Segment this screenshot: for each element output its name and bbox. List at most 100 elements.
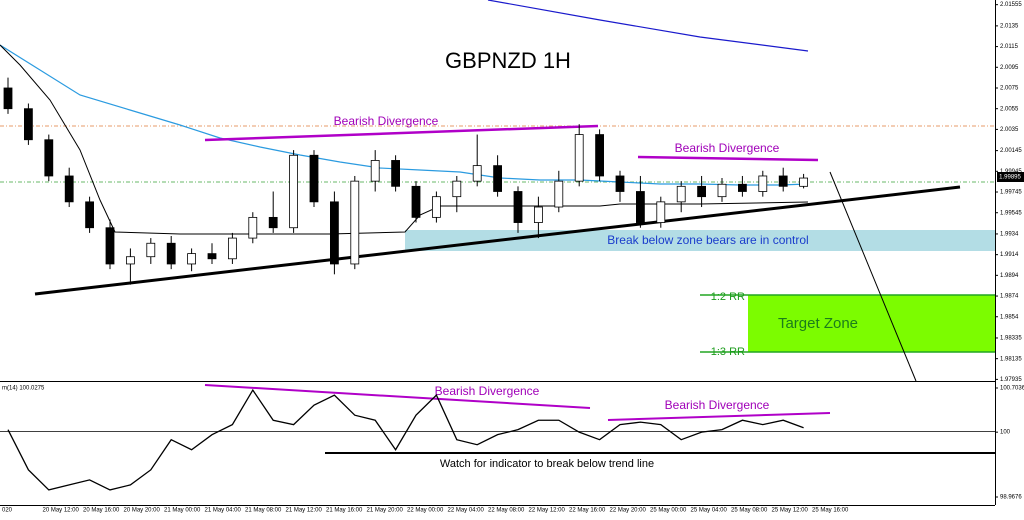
projection-line — [829, 171, 917, 382]
y-tick-label: 1.9894 — [1000, 273, 1019, 279]
y-tick-label: 2.0055 — [1000, 106, 1019, 112]
candle-body — [656, 201, 666, 223]
candle-body — [431, 196, 441, 218]
candle-body — [64, 175, 74, 203]
annotation: Watch for indicator to break below trend… — [440, 458, 654, 470]
annotation: 1:2 RR — [711, 291, 745, 303]
chart-title: GBPNZD 1H — [445, 48, 571, 73]
x-tick-label: 20 May 20:00 — [124, 508, 161, 514]
x-tick-label: 21 May 00:00 — [164, 508, 201, 514]
divergence-line — [607, 412, 831, 421]
y-tick-label: 1.98135 — [1000, 356, 1022, 362]
candle-body — [452, 180, 462, 198]
y-tick-label: 1.9874 — [1000, 294, 1019, 300]
ma-fast — [0, 44, 809, 235]
x-tick-label: 25 May 12:00 — [772, 508, 809, 514]
x-tick-label: 22 May 12:00 — [529, 508, 566, 514]
candle-body — [554, 180, 564, 208]
candle-body — [3, 87, 13, 110]
candle-body — [187, 253, 197, 265]
candle-body — [268, 216, 278, 229]
price-label-box — [997, 172, 1024, 182]
y-tick-label: 2.01555 — [1000, 2, 1022, 8]
x-tick-label: 22 May 20:00 — [610, 508, 647, 514]
x-tick-label: 22 May 08:00 — [488, 508, 525, 514]
candle-body — [778, 175, 788, 187]
candle-body — [615, 175, 625, 192]
trend-line — [34, 185, 961, 296]
annotation: Break below zone bears are in control — [607, 233, 808, 247]
divergence-line — [204, 384, 591, 409]
candle-body — [329, 201, 339, 265]
candle-body — [166, 242, 176, 265]
y-tick-label: 2.0095 — [1000, 65, 1019, 71]
candle-body — [534, 206, 543, 223]
candle-body — [676, 185, 686, 203]
candle-body — [595, 134, 604, 177]
indicator-line — [7, 388, 804, 491]
candle-body — [227, 237, 237, 260]
x-tick-label: 21 May 16:00 — [326, 508, 363, 514]
candle-body — [513, 191, 523, 223]
target-zone — [748, 295, 995, 352]
x-tick-label: 22 May 00:00 — [407, 508, 444, 514]
x-tick-label: 22 May 04:00 — [448, 508, 485, 514]
candle-body — [85, 201, 94, 229]
x-tick-label: 20 May 16:00 — [83, 508, 120, 514]
x-tick-label: 21 May 08:00 — [245, 508, 282, 514]
y-tick-label: 1.99945 — [1000, 169, 1022, 175]
candle-body — [248, 216, 258, 239]
candle-body — [636, 191, 645, 223]
candle-body — [697, 185, 706, 198]
candle-body — [146, 242, 156, 258]
x-tick-label: 21 May 12:00 — [286, 508, 323, 514]
y-tick-label: 1.97935 — [1000, 377, 1022, 383]
candle-body — [23, 108, 33, 141]
candle-body — [207, 253, 217, 260]
candle-body — [411, 185, 421, 218]
candle-body — [126, 256, 135, 265]
x-tick-label: 22 May 16:00 — [569, 508, 606, 514]
x-tick-label: 20 May 12:00 — [43, 508, 80, 514]
candle-body — [472, 165, 482, 182]
ma-mid — [0, 44, 809, 186]
y-tick-label: 2.0075 — [1000, 86, 1019, 92]
annotation: 1:3 RR — [711, 346, 745, 358]
candle-body — [799, 177, 808, 187]
divergence-line — [204, 124, 599, 142]
candle-body — [493, 165, 503, 192]
y-tick-label: 2.00145 — [1000, 148, 1022, 154]
candle-body — [738, 183, 747, 192]
candle-body — [370, 160, 380, 182]
annotation: Bearish Divergence — [435, 384, 540, 398]
x-tick-label: 020 — [2, 508, 13, 514]
candle-body — [289, 154, 299, 229]
x-tick-label: 21 May 20:00 — [367, 508, 404, 514]
annotation: Bearish Divergence — [675, 141, 780, 155]
y-tick-label: 98.9676 — [1000, 495, 1022, 501]
x-tick-label: 25 May 00:00 — [650, 508, 687, 514]
y-tick-label: 1.99545 — [1000, 210, 1022, 216]
candle-body — [574, 134, 584, 182]
candle-body — [350, 180, 360, 265]
candle-body — [309, 154, 319, 203]
y-tick-label: 1.9854 — [1000, 314, 1019, 320]
candle-body — [758, 175, 768, 192]
annotation: Bearish Divergence — [665, 398, 770, 412]
x-tick-label: 25 May 16:00 — [812, 508, 849, 514]
divergence-line — [637, 155, 819, 162]
candle-body — [44, 139, 54, 177]
y-tick-label: 2.0115 — [1000, 44, 1019, 50]
y-tick-label: 2.0035 — [1000, 127, 1019, 133]
candle-body — [717, 183, 727, 198]
y-tick-label: 100.7036 — [1000, 386, 1024, 392]
ma-slow — [487, 0, 809, 52]
y-tick-label: 2.0135 — [1000, 23, 1019, 29]
candle-body — [391, 160, 401, 187]
price-label: 1.99895 — [999, 175, 1021, 181]
y-tick-label: 100 — [1000, 430, 1011, 436]
y-tick-label: 1.98335 — [1000, 336, 1022, 342]
x-tick-label: 25 May 04:00 — [691, 508, 728, 514]
indicator-label: m(14) 100.0275 — [2, 386, 45, 392]
